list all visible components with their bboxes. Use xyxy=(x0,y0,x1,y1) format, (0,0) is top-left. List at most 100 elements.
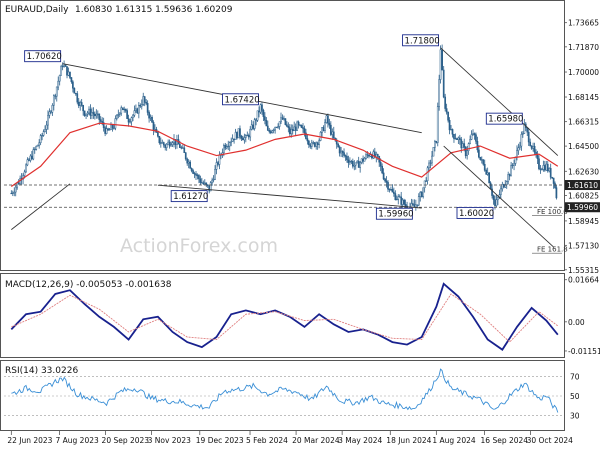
candle-body xyxy=(228,142,231,147)
candle-body xyxy=(192,170,194,174)
candle-body xyxy=(448,120,451,131)
candle-body xyxy=(532,145,534,149)
candle-body xyxy=(482,159,485,165)
x-axis-tick: 20 Mar 2024 xyxy=(292,436,340,445)
candle-body xyxy=(86,112,89,115)
candle-body xyxy=(492,195,495,200)
candle-body xyxy=(277,126,279,128)
candle-body xyxy=(174,139,177,145)
candle-body xyxy=(381,165,383,174)
candle-body xyxy=(132,114,134,118)
candle-body xyxy=(195,173,197,176)
candle-body xyxy=(331,131,334,135)
candle-body xyxy=(35,145,38,150)
candle-body xyxy=(88,108,90,114)
candle-body xyxy=(469,139,471,144)
candle-body xyxy=(271,130,274,134)
fib-label: FE 100.0 xyxy=(537,208,568,216)
candle-body xyxy=(368,154,370,157)
candle-body xyxy=(205,182,208,185)
chart-ohlc: 1.60830 1.61315 1.59636 1.60209 xyxy=(75,5,233,15)
candle-body xyxy=(208,185,211,192)
candle-body xyxy=(288,127,291,135)
candle-body xyxy=(99,119,102,122)
price-tag: 1.61610 xyxy=(567,181,598,190)
candle-body xyxy=(202,182,205,185)
candle-body xyxy=(281,117,284,120)
candle-body xyxy=(253,119,256,129)
candle-body xyxy=(129,121,131,123)
candle-body xyxy=(412,203,414,205)
candle-body xyxy=(511,164,514,166)
candle-body xyxy=(234,132,237,140)
candle-body xyxy=(96,113,99,115)
candle-body xyxy=(347,159,350,164)
candle-body xyxy=(114,118,117,129)
candle-body xyxy=(60,65,63,76)
candle-body xyxy=(206,184,209,187)
candle-body xyxy=(398,196,401,198)
candle-body xyxy=(485,169,488,175)
candle-body xyxy=(113,127,115,129)
candle-body xyxy=(136,108,139,114)
candle-body xyxy=(432,147,435,157)
candle-body xyxy=(222,145,225,154)
trendline xyxy=(440,47,559,156)
candle-body xyxy=(77,101,80,106)
candle-body xyxy=(240,135,243,139)
annotation-label: 1.60020 xyxy=(459,209,494,219)
candle-body xyxy=(354,162,357,166)
candle-body xyxy=(356,160,359,164)
candle-body xyxy=(10,192,13,195)
candle-body xyxy=(309,144,312,147)
candle-body xyxy=(310,142,313,147)
candle-body xyxy=(130,117,133,122)
x-axis-tick: 7 Aug 2023 xyxy=(55,436,98,445)
candle-body xyxy=(79,102,82,106)
x-axis-tick: 19 Dec 2023 xyxy=(196,436,244,445)
candle-body xyxy=(92,112,95,115)
watermark: ActionForex.com xyxy=(120,235,278,257)
candle-body xyxy=(82,105,84,112)
candle-body xyxy=(363,158,366,162)
candle-body xyxy=(501,184,504,190)
candle-body xyxy=(533,145,536,153)
candle-body xyxy=(108,129,111,131)
candle-body xyxy=(244,135,247,138)
price-axis-tick: 1.60825 xyxy=(568,192,599,201)
candle-body xyxy=(11,192,14,194)
annotation-box xyxy=(402,34,440,47)
candle-body xyxy=(296,121,298,131)
annotation-box xyxy=(170,190,208,203)
candle-body xyxy=(513,163,515,166)
candle-body xyxy=(280,117,282,123)
candle-body xyxy=(167,141,170,145)
candle-body xyxy=(44,129,46,132)
annotation-label: 1.65980 xyxy=(488,115,523,125)
candle-body xyxy=(546,163,549,172)
candle-body xyxy=(429,162,432,164)
candle-body xyxy=(447,111,449,121)
candle-body xyxy=(435,140,438,143)
annotation-label: 1.70620 xyxy=(27,52,62,62)
candle-body xyxy=(61,65,64,68)
candle-body xyxy=(76,93,79,103)
candle-body xyxy=(63,64,65,67)
candle-body xyxy=(211,179,213,184)
rsi-axis-tick: 30 xyxy=(570,411,580,420)
candle-body xyxy=(338,146,341,154)
candle-body xyxy=(41,135,43,137)
candle-body xyxy=(403,199,405,205)
candle-body xyxy=(105,128,108,134)
candle-body xyxy=(137,104,140,114)
candle-body xyxy=(196,174,199,177)
chart-symbol: EURAUD,Daily xyxy=(5,5,69,15)
candle-body xyxy=(98,113,101,120)
candle-body xyxy=(30,155,33,160)
candle-body xyxy=(287,125,290,128)
candle-body xyxy=(13,191,16,194)
candle-body xyxy=(45,124,48,130)
candle-body xyxy=(312,142,315,144)
candle-body xyxy=(55,86,58,97)
candle-body xyxy=(545,163,548,171)
